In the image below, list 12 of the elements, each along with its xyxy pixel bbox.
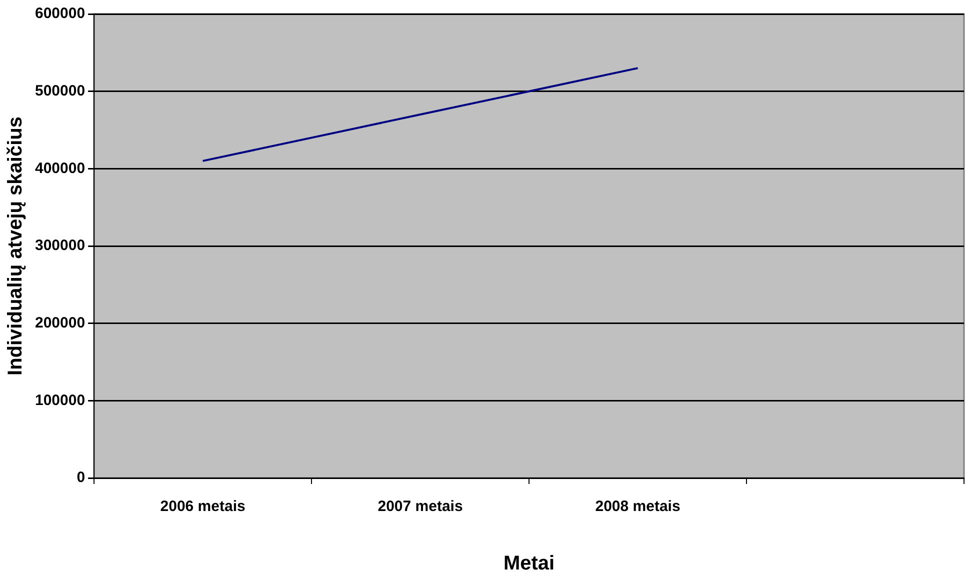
y-axis-title: Individualių atvejų skaičius bbox=[4, 116, 27, 376]
x-tick-label: 2007 metais bbox=[378, 498, 463, 516]
y-tick-label: 0 bbox=[76, 469, 86, 486]
x-axis-title: Metai bbox=[503, 552, 555, 575]
y-tick-label: 100000 bbox=[34, 392, 86, 409]
x-tick-label: 2006 metais bbox=[160, 498, 246, 516]
y-tick-label: 500000 bbox=[34, 82, 86, 100]
y-tick-label: 400000 bbox=[34, 160, 86, 177]
y-tick-label: 300000 bbox=[34, 237, 86, 254]
y-tick-label: 600000 bbox=[34, 5, 86, 22]
y-tick-label: 200000 bbox=[34, 314, 86, 332]
x-tick-label: 2008 metais bbox=[595, 498, 680, 516]
